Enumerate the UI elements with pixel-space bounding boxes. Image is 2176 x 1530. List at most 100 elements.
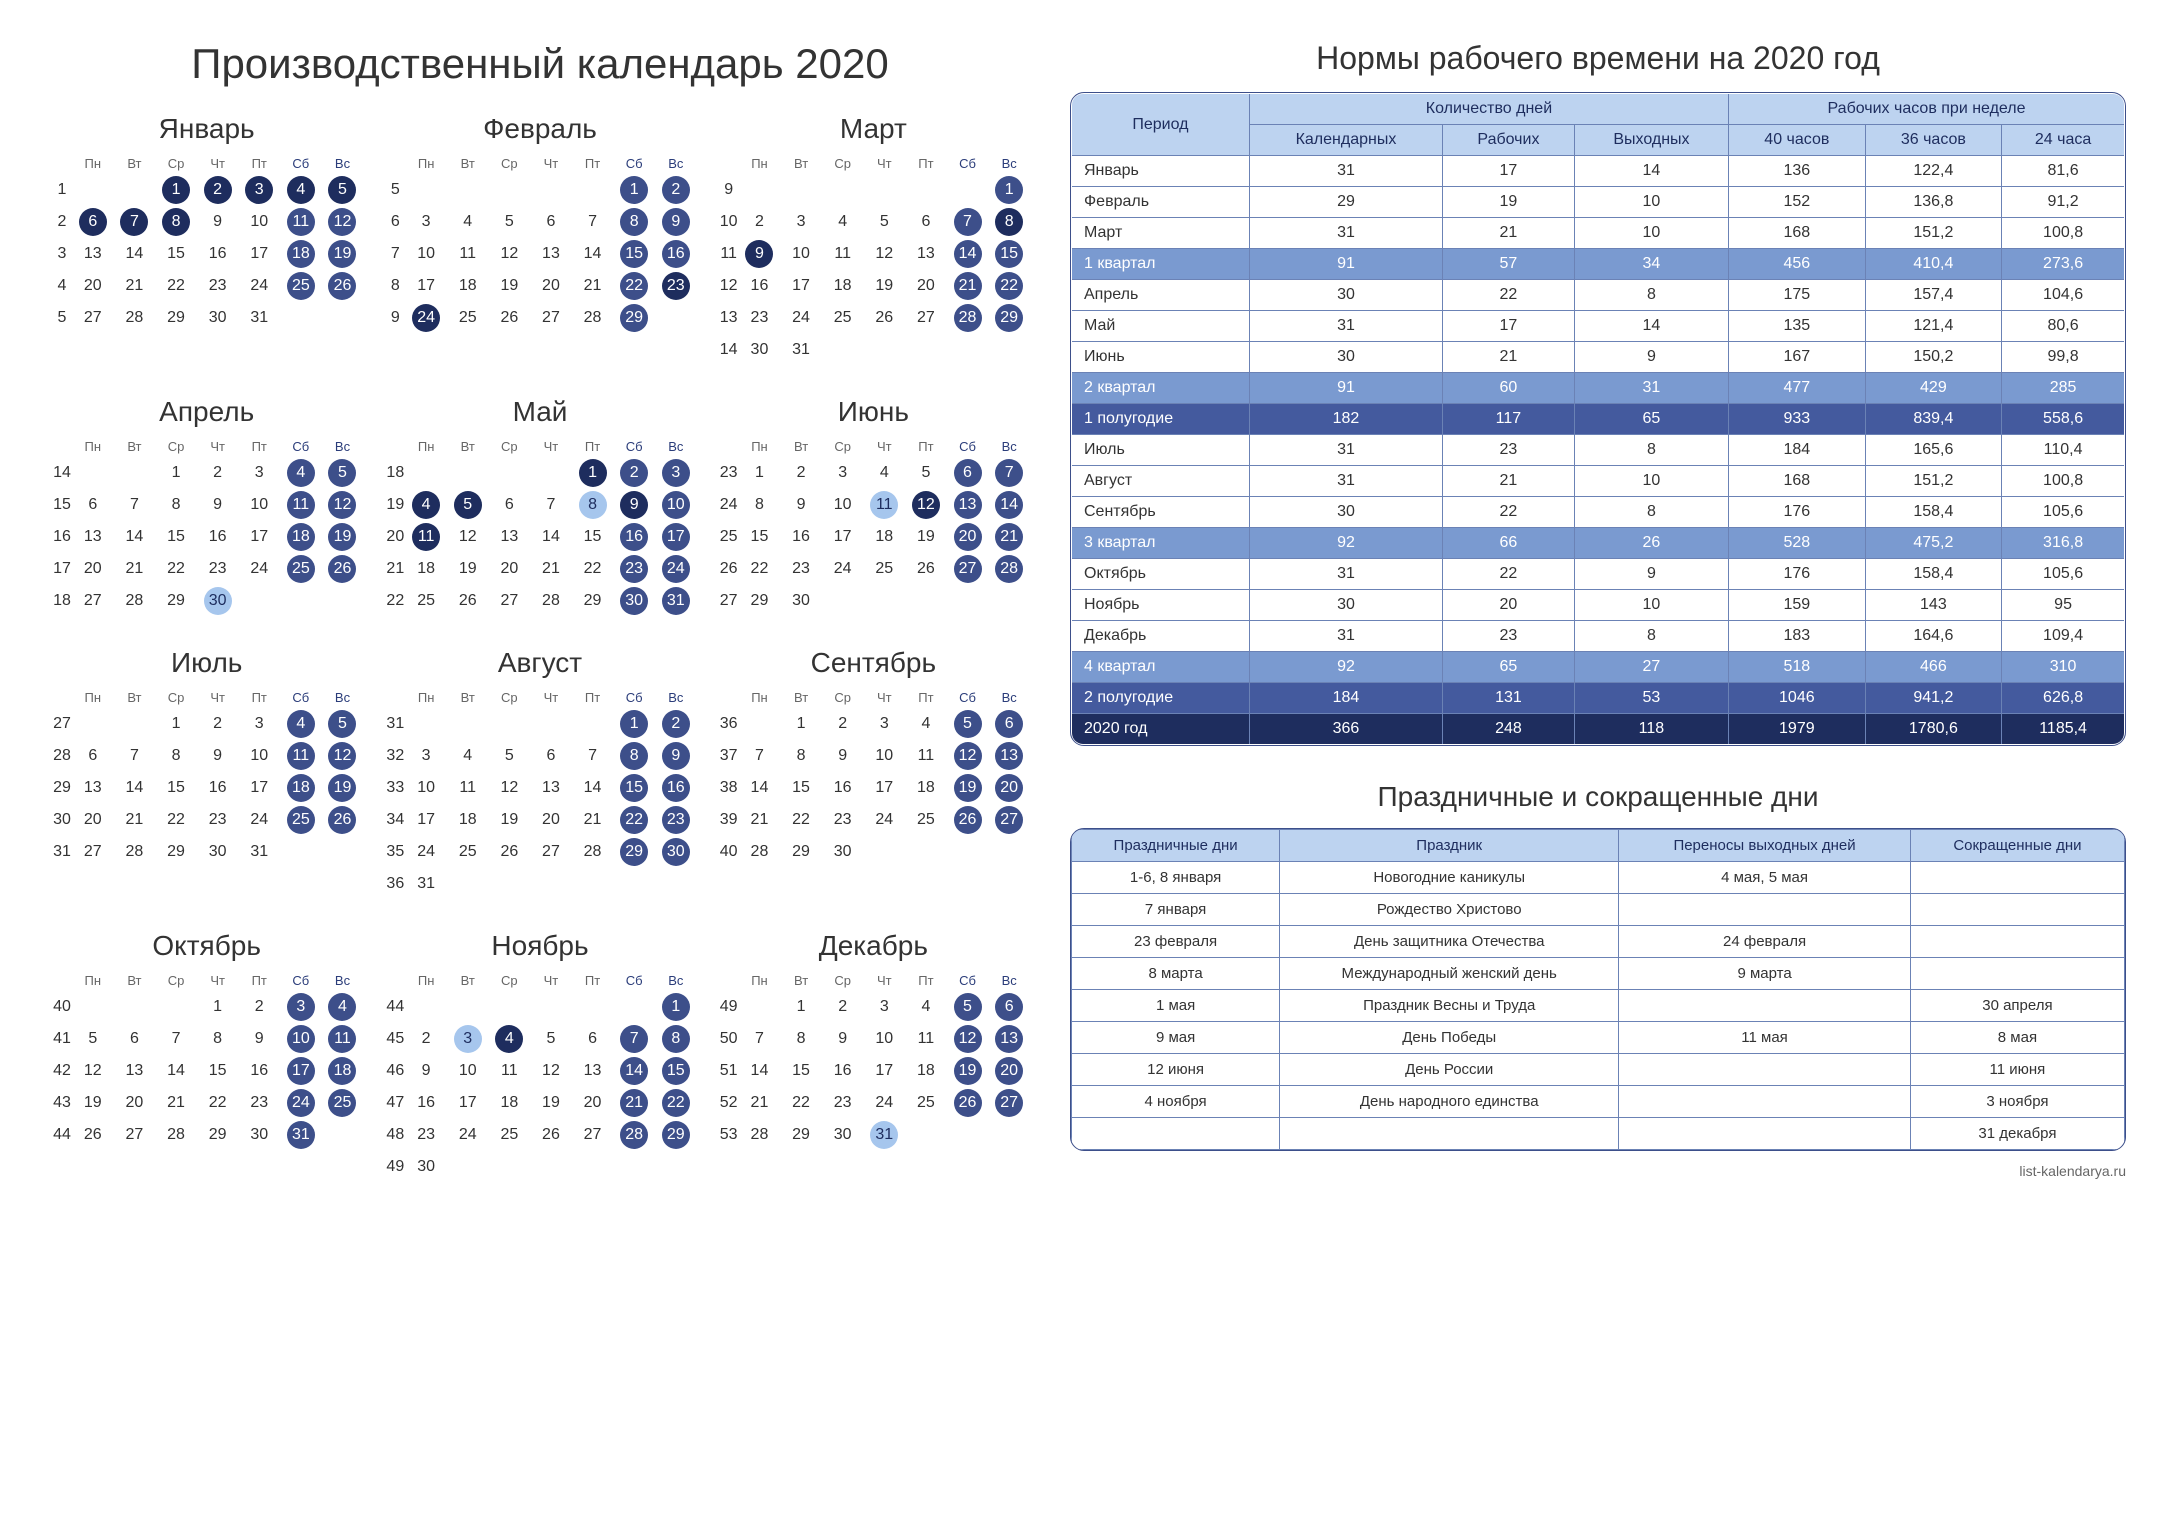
norms-cell: 1046 (1729, 683, 1866, 714)
day-cell: 10 (863, 740, 905, 772)
weekday-header: Сб (947, 153, 989, 174)
weekday-header: Вс (988, 970, 1030, 991)
day-cell: 11 (447, 238, 489, 270)
weekday-header: Вс (655, 970, 697, 991)
norms-cell: 10 (1574, 187, 1728, 218)
norms-row: 2020 год36624811819791780,61185,4 (1072, 714, 2125, 745)
day-cell: 10 (238, 489, 280, 521)
day-cell (72, 174, 114, 206)
month-Сентябрь: СентябрьПнВтСрЧтПтСбВс361234563778910111… (717, 647, 1030, 900)
day-cell: 2 (822, 991, 864, 1023)
day-cell: 8 (155, 489, 197, 521)
day-cell: 7 (114, 206, 156, 238)
day-cell: 19 (489, 270, 531, 302)
day-cell: 9 (197, 740, 239, 772)
day-cell: 3 (863, 708, 905, 740)
norms-cell: 118 (1574, 714, 1728, 745)
main-title: Производственный календарь 2020 (50, 40, 1030, 88)
day-cell: 17 (238, 521, 280, 553)
weekday-header: Пн (739, 687, 781, 708)
day-cell: 12 (322, 740, 364, 772)
week-number: 31 (50, 836, 72, 868)
norms-row: 4 квартал926527518466310 (1072, 652, 2125, 683)
norms-row: Январь311714136122,481,6 (1072, 156, 2125, 187)
norms-cell: 9 (1574, 559, 1728, 590)
norms-cell: 30 (1249, 342, 1442, 373)
holidays-cell: 23 февраля (1072, 926, 1280, 958)
month-Ноябрь: НоябрьПнВтСрЧтПтСбВс44145234567846910111… (383, 930, 696, 1183)
day-cell (822, 585, 864, 617)
th-hours: Рабочих часов при неделе (1729, 94, 2125, 125)
norms-cell: 109,4 (2002, 621, 2125, 652)
norms-cell: 105,6 (2002, 497, 2125, 528)
day-cell: 26 (489, 302, 531, 334)
norms-cell: 121,4 (1865, 311, 2002, 342)
week-number: 38 (717, 772, 739, 804)
day-cell: 13 (72, 772, 114, 804)
day-cell: 4 (863, 457, 905, 489)
norms-cell: 30 (1249, 590, 1442, 621)
norms-cell: 31 (1249, 435, 1442, 466)
day-cell: 3 (822, 457, 864, 489)
day-cell (655, 868, 697, 900)
month-name: Апрель (50, 396, 363, 428)
day-cell: 14 (947, 238, 989, 270)
holidays-cell: День Победы (1280, 1022, 1619, 1054)
day-cell: 11 (405, 521, 447, 553)
month-Март: МартПнВтСрЧтПтСбВс9110234567811910111213… (717, 113, 1030, 366)
day-cell: 2 (822, 708, 864, 740)
norms-cell: 176 (1729, 497, 1866, 528)
weekday-header: Сб (280, 436, 322, 457)
day-cell: 9 (197, 206, 239, 238)
weekday-header: Чт (197, 970, 239, 991)
day-cell: 4 (280, 708, 322, 740)
day-cell: 17 (447, 1087, 489, 1119)
norms-cell: Июль (1072, 435, 1250, 466)
day-cell: 19 (322, 238, 364, 270)
week-number: 17 (50, 553, 72, 585)
day-cell (739, 174, 781, 206)
month-name: Август (383, 647, 696, 679)
day-cell: 5 (489, 206, 531, 238)
day-cell: 26 (447, 585, 489, 617)
weekday-header: Ср (822, 687, 864, 708)
day-cell: 14 (572, 238, 614, 270)
day-cell: 15 (988, 238, 1030, 270)
day-cell: 13 (988, 1023, 1030, 1055)
day-cell: 13 (489, 521, 531, 553)
holidays-table: Праздничные дниПраздникПереносы выходных… (1071, 829, 2125, 1150)
day-cell: 30 (405, 1151, 447, 1183)
weekday-header: Вт (780, 970, 822, 991)
norms-cell: 158,4 (1865, 497, 2002, 528)
day-cell (572, 868, 614, 900)
month-name: Май (383, 396, 696, 428)
norms-cell: 168 (1729, 466, 1866, 497)
day-cell: 23 (613, 553, 655, 585)
norms-cell: 1 квартал (1072, 249, 1250, 280)
day-cell: 26 (489, 836, 531, 868)
day-cell: 1 (613, 708, 655, 740)
norms-cell: 9 (1574, 342, 1728, 373)
weekday-header: Сб (280, 687, 322, 708)
day-cell: 31 (238, 302, 280, 334)
norms-row: 2 квартал916031477429285 (1072, 373, 2125, 404)
week-number: 9 (717, 174, 739, 206)
day-cell: 23 (405, 1119, 447, 1151)
day-cell: 16 (405, 1087, 447, 1119)
day-cell (530, 991, 572, 1023)
day-cell: 10 (238, 206, 280, 238)
day-cell: 8 (988, 206, 1030, 238)
day-cell: 15 (655, 1055, 697, 1087)
month-Апрель: АпрельПнВтСрЧтПтСбВс14123451567891011121… (50, 396, 363, 617)
week-number: 48 (383, 1119, 405, 1151)
day-cell: 15 (780, 1055, 822, 1087)
week-number: 49 (717, 991, 739, 1023)
day-cell: 2 (405, 1023, 447, 1055)
day-cell: 14 (739, 1055, 781, 1087)
day-cell: 15 (197, 1055, 239, 1087)
norms-cell: 99,8 (2002, 342, 2125, 373)
day-cell (405, 174, 447, 206)
day-cell: 3 (655, 457, 697, 489)
holidays-cell: 4 мая, 5 мая (1619, 862, 1911, 894)
week-number: 5 (383, 174, 405, 206)
